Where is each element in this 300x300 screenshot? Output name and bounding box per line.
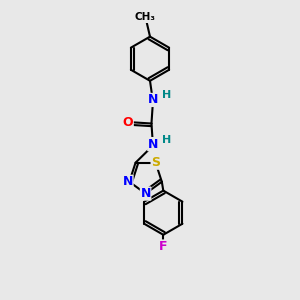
Text: O: O bbox=[123, 116, 133, 128]
Text: S: S bbox=[151, 156, 160, 169]
Text: N: N bbox=[148, 93, 158, 106]
Text: H: H bbox=[162, 135, 171, 145]
Text: F: F bbox=[159, 240, 167, 253]
Text: N: N bbox=[148, 138, 158, 151]
Text: N: N bbox=[123, 175, 133, 188]
Text: H: H bbox=[162, 91, 171, 100]
Text: CH₃: CH₃ bbox=[134, 13, 155, 22]
Text: N: N bbox=[140, 187, 151, 200]
